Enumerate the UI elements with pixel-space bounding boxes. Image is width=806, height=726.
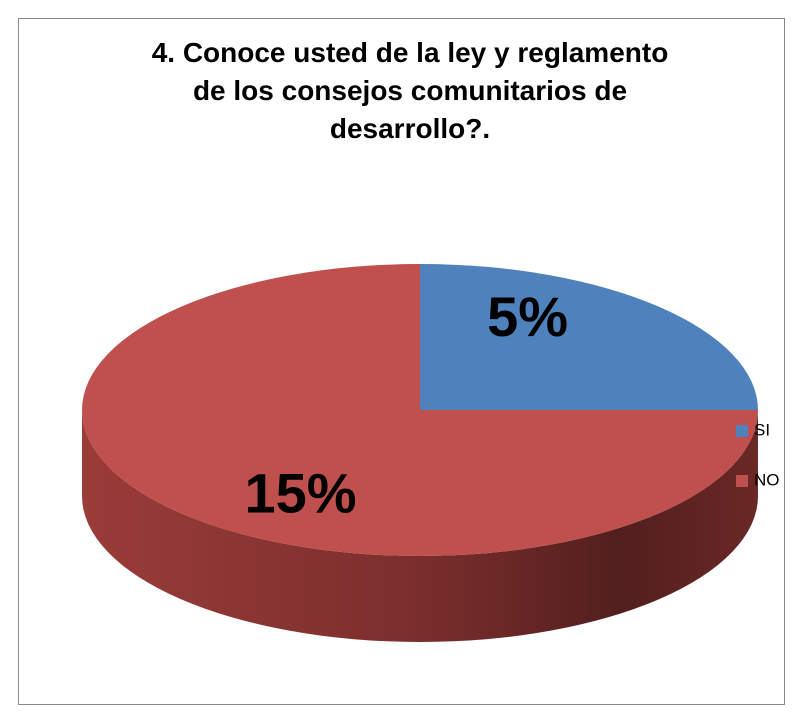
chart-frame <box>18 18 785 705</box>
pie-slice <box>420 264 758 410</box>
data-label: 15% <box>244 462 356 525</box>
legend-label: NO <box>754 470 780 489</box>
legend-swatch <box>736 475 748 487</box>
legend-label: SI <box>754 420 770 439</box>
data-label: 5% <box>487 285 568 348</box>
legend-swatch <box>736 425 748 437</box>
chart-title: 4. Conoce usted de la ley y reglamento d… <box>151 37 669 144</box>
pie-side <box>82 410 758 642</box>
pie-slice <box>82 264 758 556</box>
